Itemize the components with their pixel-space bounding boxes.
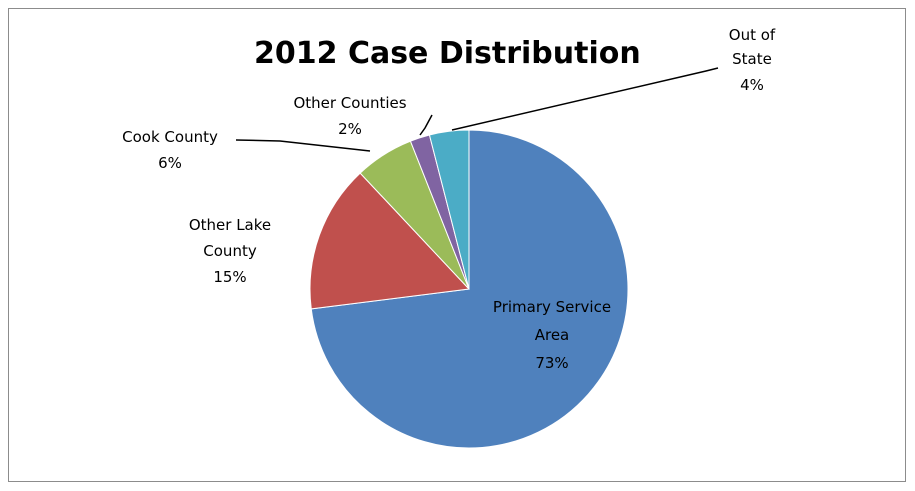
leader-line-cook-county [235, 139, 371, 152]
data-label-cook-county: Cook County 6% [122, 128, 218, 172]
pie-slice-other-lake-county [309, 172, 471, 310]
data-label-other-lake-county: Other Lake County 15% [189, 216, 271, 286]
data-label-primary-service-area: Primary Service Area 73% [493, 298, 611, 372]
data-label-out-of-state: Out of State 4% [729, 26, 776, 94]
chart-title: 2012 Case Distribution [254, 36, 641, 71]
leader-line-other-counties [419, 114, 433, 136]
pie-slice-out-of-state [428, 129, 470, 290]
data-label-other-counties: Other Counties 2% [293, 94, 406, 138]
leader-line-out-of-state [451, 67, 719, 131]
